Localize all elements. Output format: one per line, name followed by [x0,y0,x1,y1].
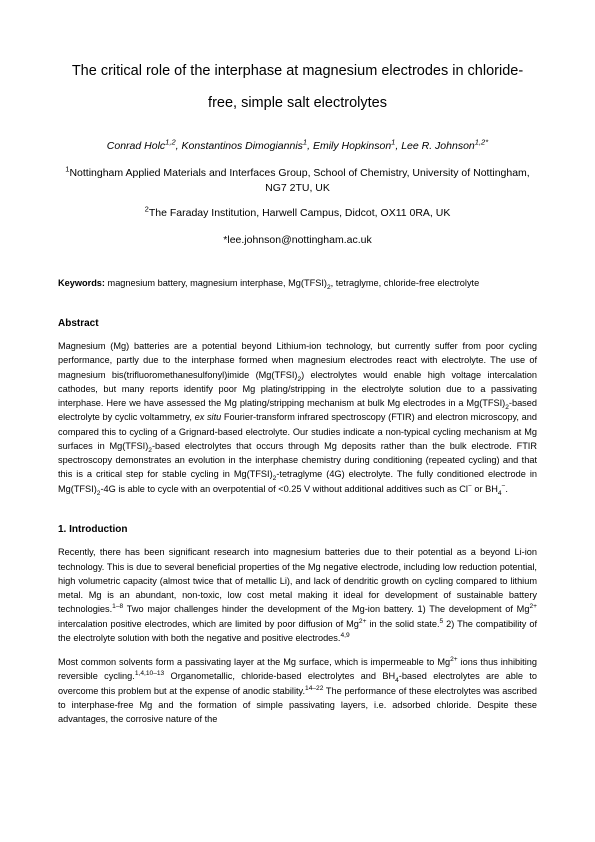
affiliation-2: 2The Faraday Institution, Harwell Campus… [58,206,537,221]
intro-paragraph-2: Most common solvents form a passivating … [58,655,537,726]
introduction-section: 1. Introduction Recently, there has been… [58,522,537,727]
affiliation-1: 1Nottingham Applied Materials and Interf… [58,166,537,196]
intro-paragraph-1: Recently, there has been significant res… [58,545,537,645]
corresponding-email: *lee.johnson@nottingham.ac.uk [58,232,537,248]
abstract-section: Abstract Magnesium (Mg) batteries are a … [58,316,537,496]
keywords-block: Keywords: magnesium battery, magnesium i… [58,276,537,292]
keywords-label: Keywords: [58,278,105,288]
abstract-heading: Abstract [58,316,537,332]
abstract-text: Magnesium (Mg) batteries are a potential… [58,339,537,496]
authors-line: Conrad Holc1,2, Konstantinos Dimogiannis… [58,138,537,154]
introduction-heading: 1. Introduction [58,522,537,538]
paper-title: The critical role of the interphase at m… [58,56,537,120]
keywords-text: magnesium battery, magnesium interphase,… [105,278,479,288]
